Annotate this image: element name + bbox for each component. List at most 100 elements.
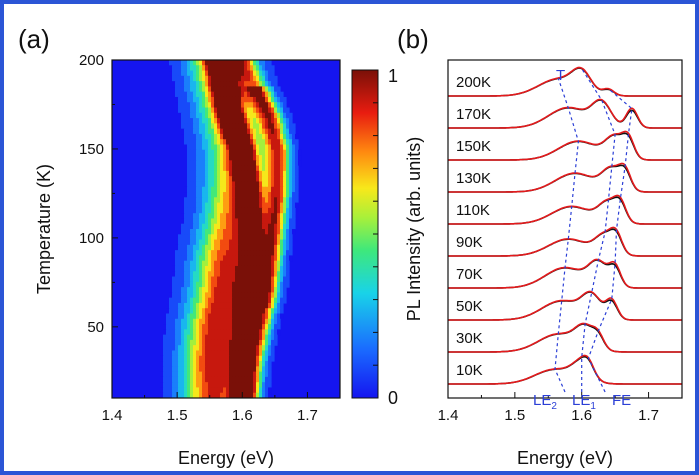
heatmap-cell — [247, 223, 251, 230]
heatmap-cell — [235, 70, 239, 77]
heatmap-cell — [172, 276, 176, 283]
heatmap-cell — [250, 387, 254, 394]
heatmap-cell — [229, 128, 233, 135]
heatmap-cell — [280, 144, 284, 151]
heatmap-cell — [181, 81, 185, 88]
heatmap-cell — [196, 91, 200, 98]
heatmap-cell — [202, 313, 206, 320]
heatmap-cell — [223, 287, 227, 293]
heatmap-cell — [265, 313, 269, 320]
heatmap-cell — [238, 186, 242, 193]
heatmap-cell — [178, 112, 182, 119]
heatmap-cell — [253, 223, 257, 230]
heatmap-cell — [184, 265, 188, 272]
heatmap-cell — [241, 160, 245, 167]
heatmap-cell — [199, 229, 203, 235]
heatmap-cell — [208, 271, 212, 278]
heatmap-cell — [187, 255, 191, 262]
heatmap-cell — [268, 292, 272, 299]
heatmap-cell — [250, 128, 254, 135]
heatmap-cell — [265, 350, 269, 357]
heatmap-cell — [265, 229, 269, 235]
temperature-label: 130K — [456, 170, 491, 187]
heatmap-cell — [259, 229, 263, 235]
heatmap-cell — [241, 255, 245, 262]
heatmap-cell — [211, 186, 215, 193]
heatmap-cell — [268, 260, 272, 267]
heatmap-cell — [217, 192, 221, 198]
heatmap-cell — [244, 366, 248, 373]
heatmap-cell — [235, 265, 239, 272]
heatmap-cell — [238, 144, 242, 151]
heatmap-cell — [295, 155, 299, 161]
heatmap-cell — [202, 292, 206, 299]
heatmap-cell — [244, 361, 248, 367]
heatmap-cell — [283, 213, 287, 220]
heatmap-cell — [226, 96, 230, 103]
heatmap-cell — [199, 202, 203, 209]
heatmap-cell — [259, 281, 263, 288]
heatmap-cell — [241, 371, 245, 378]
heatmap-cell — [187, 102, 191, 109]
heatmap-cell — [217, 313, 221, 320]
heatmap-cell — [247, 271, 251, 278]
heatmap-cell — [274, 155, 278, 161]
heatmap-cell — [232, 292, 236, 299]
heatmap-cell — [250, 81, 254, 88]
heatmap-cell — [265, 276, 269, 283]
heatmap-cell — [196, 107, 200, 114]
heatmap-cell — [163, 366, 167, 373]
heatmap-cell — [226, 329, 230, 336]
heatmap-cell — [241, 345, 245, 352]
heatmap-cell — [253, 382, 257, 389]
heatmap-cell — [238, 302, 242, 309]
heatmap-cell — [175, 324, 179, 330]
heatmap-cell — [211, 260, 215, 267]
heatmap-cell — [226, 197, 230, 204]
heatmap-cell — [211, 165, 215, 172]
heatmap-cell — [259, 366, 263, 373]
heatmap-cell — [229, 213, 233, 220]
heatmap-cell — [208, 324, 212, 330]
heatmap-cell — [193, 276, 197, 283]
heatmap-cell — [262, 334, 266, 341]
heatmap-cell — [196, 260, 200, 267]
heatmap-cell — [205, 133, 209, 140]
heatmap-cell — [220, 60, 224, 66]
heatmap-cell — [253, 75, 257, 82]
heatmap-cell — [259, 339, 263, 346]
heatmap-cell — [286, 186, 290, 193]
heatmap-cell — [247, 181, 251, 188]
heatmap-cell — [286, 234, 290, 241]
heatmap-cell — [286, 112, 290, 119]
heatmap-cell — [193, 207, 197, 214]
heatmap-cell — [235, 149, 239, 156]
heatmap-cell — [238, 339, 242, 346]
heatmap-cell — [172, 313, 176, 320]
heatmap-cell — [277, 181, 281, 188]
heatmap-cell — [259, 371, 263, 378]
heatmap-cell — [271, 70, 275, 77]
heatmap-cell — [199, 213, 203, 220]
heatmap-cell — [262, 255, 266, 262]
heatmap-cell — [244, 165, 248, 172]
heatmap-cell — [214, 250, 218, 257]
heatmap-cell — [262, 202, 266, 209]
heatmap-cell — [181, 334, 185, 341]
heatmap-cell — [190, 292, 194, 299]
heatmap-cell — [253, 234, 257, 241]
heatmap-cell — [211, 118, 215, 124]
heatmap-cell — [217, 96, 221, 103]
heatmap-cell — [172, 81, 176, 88]
heatmap-cell — [235, 345, 239, 352]
heatmap-cell — [211, 345, 215, 352]
heatmap-cell — [214, 213, 218, 220]
heatmap-cell — [178, 355, 182, 362]
heatmap-cell — [256, 86, 260, 93]
heatmap-cell — [193, 223, 197, 230]
heatmap-cell — [217, 339, 221, 346]
heatmap-cell — [214, 376, 218, 383]
heatmap-cell — [190, 376, 194, 383]
heatmap-cell — [178, 281, 182, 288]
heatmap-cell — [274, 96, 278, 103]
